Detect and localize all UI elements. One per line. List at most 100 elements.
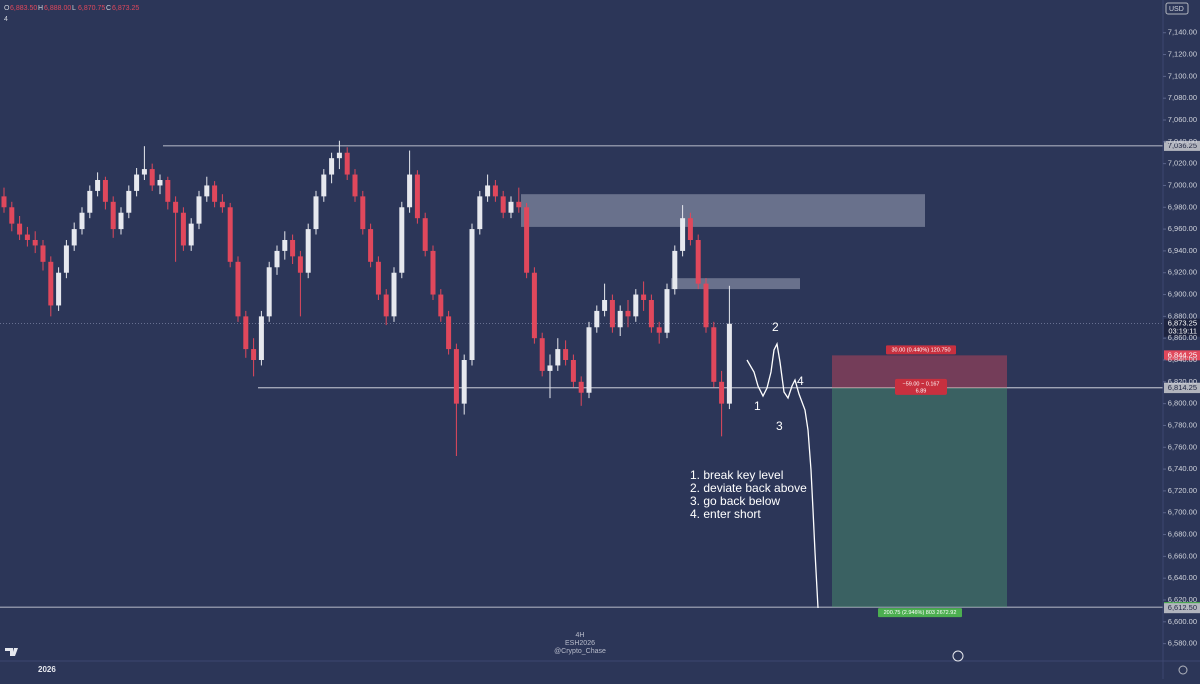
candle-body [9, 207, 15, 224]
y-tick-label: 6,740.00 [1168, 464, 1197, 473]
target-label: 200.75 (2.946%) 803 2672.92 [884, 610, 957, 616]
price-label-box [1164, 350, 1200, 361]
candle-body [617, 310, 623, 328]
price-label-box [1164, 318, 1200, 337]
legend-value: 6,888.00 [44, 5, 71, 12]
candle-body [726, 323, 732, 404]
candle-body [407, 174, 413, 208]
candle-body [24, 234, 30, 240]
candle-body [266, 267, 272, 317]
candle-body [87, 190, 93, 213]
candle-body [48, 261, 54, 306]
candle-body [516, 201, 522, 208]
candle-body [40, 245, 46, 262]
candle-body [79, 212, 85, 230]
legend-key: O [4, 5, 10, 12]
candle-body [157, 180, 163, 186]
candle-body [664, 289, 670, 333]
y-tick-label: 6,580.00 [1168, 639, 1197, 648]
candle-body [656, 327, 662, 333]
legend-value: 6,883.50 [10, 5, 37, 12]
candle-body [188, 223, 194, 246]
y-tick-label: 6,720.00 [1168, 486, 1197, 495]
candle-body [446, 316, 452, 350]
y-tick-label: 6,980.00 [1168, 202, 1197, 211]
candle-body [149, 169, 155, 186]
stop-label-box [886, 345, 956, 355]
price-label: 6,873.25 [1168, 319, 1197, 328]
candle-body [594, 310, 600, 328]
legend-key: C [106, 5, 111, 12]
candle-body [282, 240, 288, 251]
candle-body [235, 261, 241, 317]
settings-icon[interactable] [1178, 665, 1188, 675]
candle-body [383, 294, 389, 317]
y-tick-label: 6,860.00 [1168, 333, 1197, 342]
candle-body [134, 174, 140, 191]
logo [5, 648, 18, 656]
watermark: @Crypto_Chase [554, 648, 606, 655]
step-text: 2. deviate back above [690, 481, 807, 495]
candle-body [360, 196, 366, 230]
y-tick-label: 7,020.00 [1168, 159, 1197, 168]
y-tick-label: 7,060.00 [1168, 115, 1197, 124]
price-label-box [1164, 140, 1200, 151]
y-tick-label: 6,600.00 [1168, 617, 1197, 626]
indicator-count: 4 [4, 16, 8, 23]
candle-body [539, 338, 545, 371]
step-mark: 4 [797, 374, 804, 388]
y-tick-label: 6,760.00 [1168, 442, 1197, 451]
candle-body [336, 152, 342, 159]
drawn-path [746, 341, 819, 609]
candle-body [695, 240, 701, 284]
y-tick-label: 6,620.00 [1168, 595, 1197, 604]
candle-body [719, 381, 725, 404]
x-label: 2026 [38, 665, 56, 674]
candle-body [375, 261, 381, 295]
candle-body [633, 294, 639, 317]
y-tick-label: 7,100.00 [1168, 71, 1197, 80]
target-zone [832, 387, 1007, 608]
candle-body [212, 185, 218, 202]
candle-body [17, 223, 23, 235]
candle-body [485, 185, 491, 197]
candle-body [32, 240, 38, 246]
y-tick-label: 6,820.00 [1168, 377, 1197, 386]
step-text: 1. break key level [690, 468, 783, 482]
candle-body [531, 272, 537, 339]
candle-body [500, 196, 506, 213]
zone [521, 194, 925, 227]
y-tick-label: 6,800.00 [1168, 399, 1197, 408]
watermark: 4H [576, 632, 585, 639]
price-label: 6,814.25 [1168, 383, 1197, 392]
step-mark: 2 [772, 320, 779, 334]
candle-body [399, 207, 405, 273]
candle-body [258, 316, 264, 360]
candle-body [110, 201, 116, 230]
candle-body [368, 229, 374, 262]
candle-body [274, 250, 280, 268]
candle-body [313, 196, 319, 230]
y-tick-label: 7,080.00 [1168, 93, 1197, 102]
candle-body [524, 207, 530, 273]
price-label: 6,612.50 [1168, 603, 1197, 612]
candle-body [141, 169, 147, 175]
candle-body [344, 152, 350, 175]
candle-body [508, 201, 514, 213]
y-tick-label: 6,840.00 [1168, 355, 1197, 364]
step-text: 3. go back below [690, 494, 780, 508]
candle-body [547, 365, 553, 371]
y-tick-label: 6,920.00 [1168, 268, 1197, 277]
candle-body [492, 185, 498, 197]
currency-box[interactable] [1165, 2, 1189, 15]
candle-body [126, 190, 132, 213]
y-tick-label: 6,780.00 [1168, 420, 1197, 429]
candle-body [290, 240, 296, 257]
legend-key: H [38, 5, 43, 12]
price-label-box [1164, 383, 1200, 394]
price-label: 7,036.25 [1168, 141, 1197, 150]
candle-body [173, 201, 179, 213]
y-tick-label: 6,900.00 [1168, 290, 1197, 299]
